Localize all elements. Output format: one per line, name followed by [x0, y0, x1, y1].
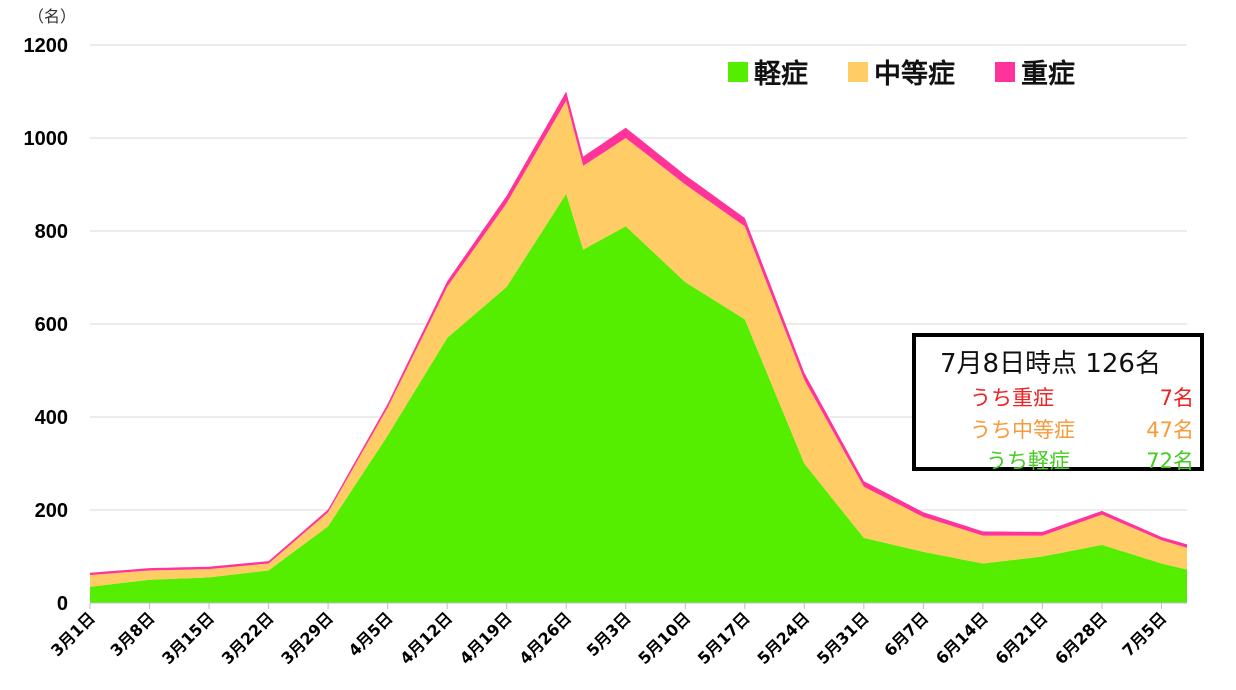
legend-label-moderate: 中等症	[874, 59, 955, 90]
y-tick-label: 200	[35, 500, 68, 522]
x-tick-label: 6月21日	[992, 608, 1052, 668]
y-tick-label: 400	[35, 407, 68, 429]
y-tick-label: 0	[57, 593, 68, 615]
x-tick-label: 5月3日	[583, 608, 635, 660]
info-label-moderate: うち中等症	[970, 418, 1075, 442]
x-axis-ticks: 3月1日 3月8日 3月15日 3月22日 3月29日 4月5日 4月12日 4月19日 4月2…	[47, 602, 1187, 668]
x-tick-label: 6月28日	[1051, 608, 1111, 668]
x-tick-label: 5月31日	[813, 608, 873, 668]
y-tick-label: 1000	[24, 128, 69, 150]
info-value-moderate: 47名	[1146, 418, 1194, 442]
y-tick-label: 800	[35, 221, 68, 243]
area-series-mild	[90, 193, 1187, 604]
y-axis-unit-label: （名）	[28, 7, 76, 26]
area-series-moderate	[90, 100, 1187, 587]
legend-swatch-moderate	[848, 61, 868, 82]
x-tick-label: 3月29日	[277, 608, 337, 668]
x-tick-label: 4月12日	[396, 608, 456, 668]
info-value-severe: 7名	[1159, 386, 1194, 410]
legend-label-mild: 軽症	[754, 59, 808, 90]
x-tick-label: 7月5日	[1118, 608, 1170, 660]
info-value-mild: 72名	[1146, 449, 1194, 473]
x-tick-label: 5月24日	[753, 608, 813, 668]
x-tick-label: 4月26日	[515, 608, 575, 668]
info-label-severe: うち重症	[970, 386, 1054, 410]
legend-item-mild: 軽症	[728, 52, 808, 91]
y-tick-label: 1200	[24, 35, 69, 57]
y-tick-label: 600	[35, 314, 68, 336]
x-tick-label: 4月5日	[345, 608, 397, 660]
x-tick-label: 3月8日	[107, 608, 159, 660]
x-tick-label: 3月1日	[47, 608, 99, 660]
y-axis-ticks: 0 200 400 600 800 1000 1200	[24, 35, 69, 615]
x-tick-label: 6月7日	[880, 608, 932, 660]
x-tick-label: 6月14日	[932, 608, 992, 668]
legend-item-moderate: 中等症	[848, 52, 955, 91]
stacked-areas	[90, 91, 1187, 604]
legend-swatch-mild	[728, 61, 748, 82]
summary-info-box: 7月8日時点 126名 うち重症 7名 うち中等症 47名 うち軽症 72名	[912, 333, 1204, 473]
legend: 軽症 中等症 重症	[728, 52, 1075, 91]
x-tick-label: 3月15日	[158, 608, 218, 668]
info-box-title: 7月8日時点 126名	[940, 349, 1161, 379]
legend-item-severe: 重症	[995, 52, 1075, 91]
x-tick-label: 3月22日	[218, 608, 278, 668]
x-tick-label: 5月10日	[634, 608, 694, 668]
info-label-mild: うち軽症	[986, 449, 1070, 473]
x-tick-label: 4月19日	[456, 608, 516, 668]
legend-swatch-severe	[995, 61, 1015, 82]
legend-label-severe: 重症	[1021, 59, 1075, 90]
x-tick-label: 5月17日	[694, 608, 754, 668]
